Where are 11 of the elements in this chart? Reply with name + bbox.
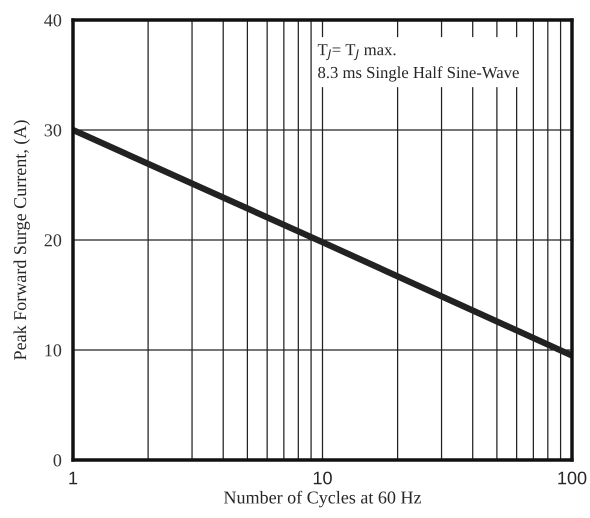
x-tick-label: 100 xyxy=(558,472,586,484)
y-axis-title: Peak Forward Surge Current, (A) xyxy=(14,120,30,360)
y-tick-label: 30 xyxy=(44,124,62,136)
x-axis-title: Number of Cycles at 60 Hz xyxy=(224,490,422,508)
annotation: T$_{J}$= T$_{J}$ max. 8.3 ms Single Half Sine-Wave xyxy=(318,44,519,82)
y-tick-label: 20 xyxy=(44,234,62,246)
x-tick-label: 1 xyxy=(69,472,78,484)
y-tick-label: 40 xyxy=(44,14,62,26)
x-tick-label: 10 xyxy=(314,472,332,484)
y-tick-label: 10 xyxy=(45,344,62,356)
y-tick-label: 0 xyxy=(54,454,62,466)
